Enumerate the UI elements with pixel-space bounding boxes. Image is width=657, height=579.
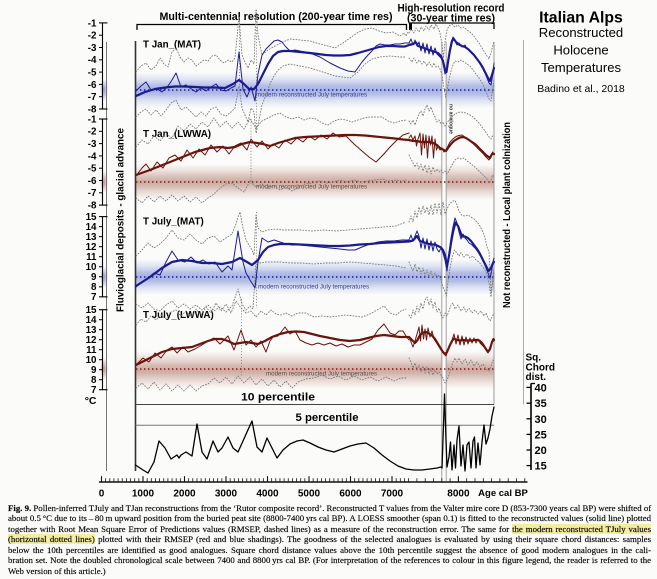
svg-text:modern reconstructed July temp: modern reconstructed July temperatures — [256, 92, 367, 99]
svg-text:7: 7 — [91, 292, 97, 303]
svg-text:8: 8 — [91, 375, 97, 386]
svg-text:T Jan_(LWWA): T Jan_(LWWA) — [143, 129, 211, 140]
svg-text:(30-year time res): (30-year time res) — [407, 13, 495, 25]
svg-text:-2: -2 — [88, 127, 97, 138]
svg-text:modern reconstructed July temp: modern reconstructed July temperatures — [258, 284, 369, 291]
svg-text:8: 8 — [91, 282, 97, 293]
svg-text:15: 15 — [86, 212, 97, 223]
svg-text:5 percentile: 5 percentile — [296, 412, 359, 424]
svg-text:Multi-centennial resolution (2: Multi-centennial resolution (200-year ti… — [160, 11, 393, 23]
svg-text:-1: -1 — [88, 18, 97, 29]
svg-text:Italian Alps: Italian Alps — [539, 10, 623, 27]
svg-text:-6: -6 — [88, 80, 97, 91]
svg-text:dist.: dist. — [526, 372, 547, 383]
svg-text:High-resolution record: High-resolution record — [398, 3, 505, 15]
svg-text:5000: 5000 — [298, 489, 321, 499]
svg-text:11: 11 — [86, 252, 97, 263]
svg-text:Fluvioglacial deposits - glaci: Fluvioglacial deposits - glacial advance — [116, 128, 127, 312]
svg-text:T Jan_(MAT): T Jan_(MAT) — [143, 40, 201, 51]
svg-text:-2: -2 — [88, 31, 97, 42]
svg-text:Sq.: Sq. — [526, 353, 542, 364]
svg-text:35: 35 — [535, 398, 547, 410]
svg-text:Not reconstructed - Local plan: Not reconstructed - Local plant colnizat… — [502, 122, 513, 308]
svg-text:12: 12 — [86, 335, 97, 346]
svg-text:10 percentile: 10 percentile — [241, 392, 315, 404]
svg-text:30: 30 — [535, 414, 547, 426]
svg-text:14: 14 — [86, 222, 97, 233]
svg-text:-5: -5 — [88, 164, 97, 175]
svg-text:-7: -7 — [88, 188, 97, 199]
svg-text:-8: -8 — [88, 104, 97, 115]
svg-text:10: 10 — [86, 262, 97, 273]
svg-text:15: 15 — [535, 461, 547, 473]
svg-text:2000: 2000 — [173, 489, 196, 499]
svg-text:T July_(LWWA): T July_(LWWA) — [143, 310, 214, 321]
svg-text:-3: -3 — [88, 43, 97, 54]
svg-text:Holocene: Holocene — [553, 43, 608, 58]
svg-text:T July_(MAT): T July_(MAT) — [143, 217, 204, 228]
svg-text:6000: 6000 — [339, 489, 362, 499]
svg-text:-7: -7 — [88, 92, 97, 103]
svg-text:7: 7 — [91, 385, 97, 396]
svg-text:-3: -3 — [88, 139, 97, 150]
svg-text:modern reconstructed July temp: modern reconstructed July temperatures — [266, 371, 377, 378]
svg-text:4000: 4000 — [256, 489, 279, 499]
svg-text:3000: 3000 — [215, 489, 238, 499]
svg-text:-8: -8 — [88, 201, 97, 212]
svg-text:1000: 1000 — [132, 489, 155, 499]
svg-text:13: 13 — [86, 232, 97, 243]
svg-text:Age cal BP: Age cal BP — [478, 488, 528, 498]
svg-text:Reconstructed: Reconstructed — [539, 25, 623, 40]
svg-text:13: 13 — [86, 325, 97, 336]
svg-text:Badino et al., 2018: Badino et al., 2018 — [537, 83, 625, 95]
svg-text:Temperatures: Temperatures — [541, 60, 622, 75]
svg-text:9: 9 — [91, 365, 97, 376]
svg-text:20: 20 — [535, 445, 547, 457]
svg-text:14: 14 — [86, 315, 97, 326]
svg-text:40: 40 — [535, 382, 547, 394]
svg-text:-6: -6 — [88, 176, 97, 187]
svg-text:°C: °C — [85, 395, 97, 407]
svg-text:11: 11 — [86, 345, 97, 356]
svg-text:-4: -4 — [88, 151, 97, 162]
svg-text:0: 0 — [99, 489, 105, 499]
svg-text:7000: 7000 — [381, 489, 404, 499]
svg-text:modern reconstructed July temp: modern reconstructed July temperatures — [256, 184, 367, 191]
svg-text:8000: 8000 — [447, 489, 470, 499]
svg-text:15: 15 — [86, 305, 97, 316]
svg-text:-4: -4 — [88, 55, 97, 66]
svg-text:12: 12 — [86, 242, 97, 253]
svg-text:Chord: Chord — [526, 362, 555, 373]
svg-text:9: 9 — [91, 272, 97, 283]
svg-text:-5: -5 — [88, 68, 97, 79]
svg-text:10: 10 — [86, 355, 97, 366]
svg-text:25: 25 — [535, 429, 547, 441]
svg-text:no analogue: no analogue — [448, 104, 454, 134]
svg-text:-1: -1 — [88, 114, 97, 125]
